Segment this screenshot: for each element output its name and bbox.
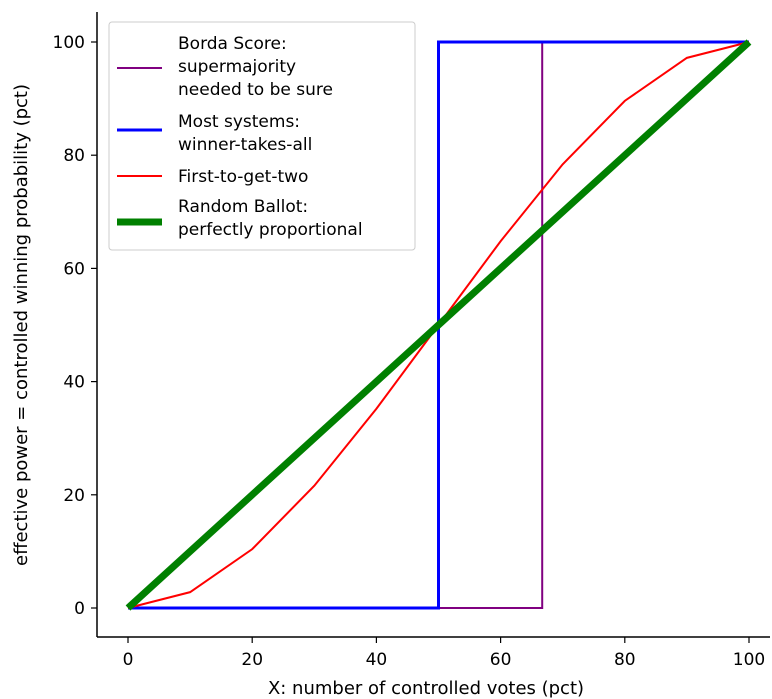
legend-label-most-systems: Most systems: winner-takes-all (178, 112, 312, 155)
x-tick-label: 60 (490, 650, 512, 670)
y-tick-label: 100 (53, 33, 85, 53)
legend: Borda Score: supermajority needed to be su… (108, 21, 416, 251)
legend-label-borda-score: Borda Score: supermajority needed to be su… (178, 34, 333, 100)
x-tick-label: 80 (614, 650, 636, 670)
legend-label-first-to-get-two: First-to-get-two (178, 167, 308, 187)
y-tick-label: 0 (74, 599, 85, 619)
x-tick-label: 20 (241, 650, 263, 670)
series-line-random-ballot (125, 39, 752, 611)
x-tick-label: 0 (123, 650, 134, 670)
y-tick-label: 80 (63, 146, 85, 166)
axes-layer: 0 20 40 60 80 100 0 20 40 60 80 100 (53, 12, 770, 670)
legend-label-random-ballot: Random Ballot: perfectly proportional (178, 197, 363, 240)
y-tick-label: 20 (63, 486, 85, 506)
y-tick-label: 60 (63, 259, 85, 279)
x-tick-label: 40 (366, 650, 388, 670)
series-layer (125, 39, 752, 611)
x-axis-label: X: number of controlled votes (pct) (268, 678, 584, 699)
legend-box (108, 21, 416, 251)
y-axis-label: effective power = controlled winning pro… (11, 84, 32, 566)
x-tick-label: 100 (733, 650, 765, 670)
y-tick-label: 40 (63, 373, 85, 393)
